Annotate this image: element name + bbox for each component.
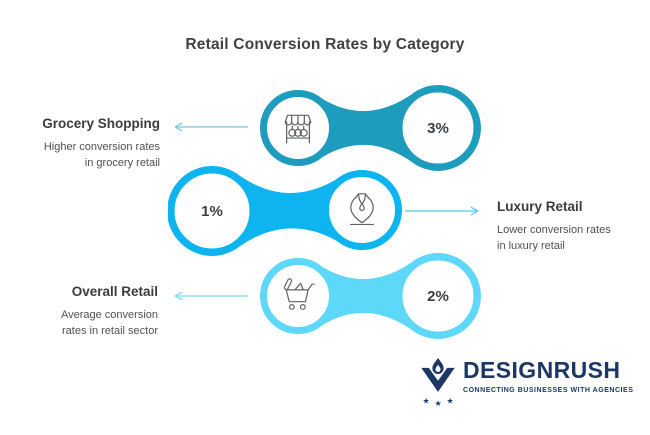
grocery-category-label: Grocery Shopping xyxy=(42,116,160,131)
overall-value: 2% xyxy=(427,288,449,305)
storefront-icon xyxy=(284,114,312,144)
overall-value-circle xyxy=(395,253,481,339)
logo-brand-text: DESIGNRUSH xyxy=(463,357,621,383)
grocery-label-block: Grocery Shopping Higher conversion rates… xyxy=(0,116,160,172)
luxury-description: Lower conversion rates in luxury retail xyxy=(497,223,650,255)
overall-icon-circle xyxy=(260,258,336,334)
chart-title: Retail Conversion Rates by Category xyxy=(185,36,465,53)
logo-text-block: DESIGNRUSH CONNECTING BUSINESSES WITH AG… xyxy=(463,357,634,395)
overall-desc-line1: Average conversion xyxy=(60,309,158,321)
luxury-value-circle xyxy=(168,166,257,256)
designrush-logo: ★ ★ ★ DESIGNRUSH CONNECTING BUSINESSES W… xyxy=(420,357,634,406)
overall-label-block: Overall Retail Average conversion rates … xyxy=(0,284,158,340)
luxury-value: 1% xyxy=(201,203,223,220)
grocery-connector xyxy=(322,95,411,161)
star-icon: ★ xyxy=(422,396,429,405)
grocery-description: Higher conversion rates in grocery retai… xyxy=(0,140,160,172)
luxury-category-label: Luxury Retail xyxy=(497,199,583,214)
overall-connector xyxy=(322,263,411,329)
grocery-left-arrow xyxy=(174,122,248,132)
luxury-desc-line2: in luxury retail xyxy=(497,239,565,252)
star-icon: ★ xyxy=(446,396,453,405)
luxury-desc-line1: Lower conversion rates xyxy=(497,224,611,236)
logo-tagline: CONNECTING BUSINESSES WITH AGENCIES xyxy=(463,387,634,395)
designrush-logo-mark: ★ ★ ★ xyxy=(421,358,455,406)
luxury-dumbbell: 1% xyxy=(168,166,402,256)
logo-v-shape xyxy=(421,367,455,392)
grocery-desc-line1: Higher conversion rates xyxy=(43,141,160,153)
necklace-icon xyxy=(350,193,374,226)
overall-description: Average conversion rates in retail secto… xyxy=(0,308,158,340)
overall-left-arrow xyxy=(174,291,248,301)
star-icon: ★ xyxy=(434,399,441,406)
grocery-value: 3% xyxy=(427,120,449,137)
grocery-dumbbell: 3% xyxy=(260,85,481,171)
overall-dumbbell: 2% xyxy=(260,253,481,339)
grocery-desc-line2: in grocery retail xyxy=(84,156,160,169)
shopping-cart-icon xyxy=(283,278,315,310)
overall-category-label: Overall Retail xyxy=(71,284,158,299)
luxury-label-block: Luxury Retail Lower conversion rates in … xyxy=(497,199,650,255)
overall-desc-line2: rates in retail sector xyxy=(62,324,158,337)
luxury-right-arrow xyxy=(405,206,479,216)
luxury-connector xyxy=(240,176,337,246)
grocery-value-circle xyxy=(395,85,481,171)
